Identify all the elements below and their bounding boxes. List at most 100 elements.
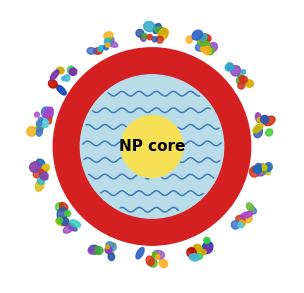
Ellipse shape [255, 113, 261, 122]
Circle shape [104, 45, 109, 50]
Circle shape [201, 250, 206, 255]
Circle shape [65, 210, 71, 217]
Circle shape [147, 35, 153, 40]
Ellipse shape [159, 259, 168, 268]
Circle shape [202, 46, 211, 54]
Ellipse shape [106, 37, 114, 46]
Ellipse shape [56, 217, 68, 226]
Circle shape [95, 247, 103, 255]
Circle shape [241, 70, 246, 74]
Ellipse shape [108, 253, 115, 260]
Circle shape [62, 76, 66, 81]
Circle shape [156, 255, 160, 259]
Ellipse shape [59, 202, 68, 211]
Ellipse shape [187, 248, 196, 258]
Circle shape [189, 248, 195, 253]
Ellipse shape [92, 247, 99, 254]
Ellipse shape [153, 250, 164, 259]
Ellipse shape [254, 127, 262, 138]
Ellipse shape [94, 48, 102, 54]
Circle shape [200, 47, 205, 51]
Ellipse shape [33, 169, 40, 178]
Circle shape [104, 38, 111, 45]
Circle shape [40, 172, 48, 180]
Ellipse shape [105, 247, 114, 254]
Ellipse shape [105, 38, 113, 46]
Ellipse shape [199, 34, 211, 42]
Ellipse shape [240, 212, 253, 218]
Circle shape [142, 33, 147, 39]
Ellipse shape [250, 207, 256, 214]
Ellipse shape [202, 242, 213, 254]
Ellipse shape [57, 207, 68, 220]
Ellipse shape [108, 41, 118, 47]
Ellipse shape [225, 63, 234, 71]
Ellipse shape [241, 76, 247, 83]
Ellipse shape [189, 254, 199, 261]
Ellipse shape [63, 224, 74, 233]
Circle shape [239, 220, 245, 227]
Circle shape [152, 252, 157, 257]
Ellipse shape [158, 28, 168, 40]
Circle shape [43, 164, 49, 171]
Ellipse shape [186, 36, 192, 43]
Ellipse shape [208, 42, 217, 52]
Circle shape [57, 218, 63, 223]
Ellipse shape [36, 159, 45, 166]
Ellipse shape [194, 244, 202, 252]
Ellipse shape [40, 119, 49, 128]
Ellipse shape [50, 70, 59, 80]
Ellipse shape [36, 122, 44, 132]
Circle shape [152, 37, 157, 42]
Ellipse shape [106, 243, 116, 248]
Ellipse shape [231, 66, 241, 76]
Circle shape [105, 43, 110, 47]
Ellipse shape [48, 80, 57, 88]
Ellipse shape [89, 245, 100, 254]
Circle shape [253, 165, 261, 173]
Ellipse shape [30, 162, 40, 173]
Ellipse shape [256, 167, 266, 176]
Ellipse shape [156, 36, 163, 43]
Circle shape [60, 217, 68, 225]
Ellipse shape [263, 164, 271, 172]
Circle shape [64, 75, 70, 81]
Circle shape [105, 245, 109, 249]
Circle shape [34, 112, 39, 117]
Ellipse shape [262, 165, 271, 172]
Ellipse shape [41, 107, 53, 119]
Ellipse shape [56, 202, 64, 211]
Circle shape [257, 117, 262, 122]
Ellipse shape [245, 80, 254, 87]
Circle shape [203, 41, 210, 49]
Text: NP core: NP core [119, 139, 185, 154]
Ellipse shape [244, 214, 252, 223]
Ellipse shape [154, 27, 167, 34]
Ellipse shape [87, 47, 96, 54]
Ellipse shape [70, 220, 81, 227]
Ellipse shape [153, 23, 161, 34]
Ellipse shape [44, 107, 53, 119]
Circle shape [40, 170, 44, 174]
Ellipse shape [67, 66, 75, 75]
Circle shape [261, 165, 267, 170]
Ellipse shape [197, 35, 208, 46]
Ellipse shape [56, 67, 64, 74]
Ellipse shape [227, 63, 233, 70]
Circle shape [204, 237, 210, 243]
Ellipse shape [36, 127, 43, 136]
Ellipse shape [264, 116, 275, 126]
Ellipse shape [47, 112, 52, 124]
Circle shape [36, 121, 42, 126]
Ellipse shape [88, 247, 95, 254]
Ellipse shape [236, 215, 245, 224]
Ellipse shape [39, 167, 47, 174]
Ellipse shape [40, 173, 48, 180]
Ellipse shape [27, 127, 36, 136]
Ellipse shape [57, 85, 66, 95]
Ellipse shape [144, 21, 155, 32]
Circle shape [105, 246, 112, 253]
Ellipse shape [98, 45, 104, 51]
Ellipse shape [253, 124, 263, 133]
Ellipse shape [200, 33, 207, 41]
